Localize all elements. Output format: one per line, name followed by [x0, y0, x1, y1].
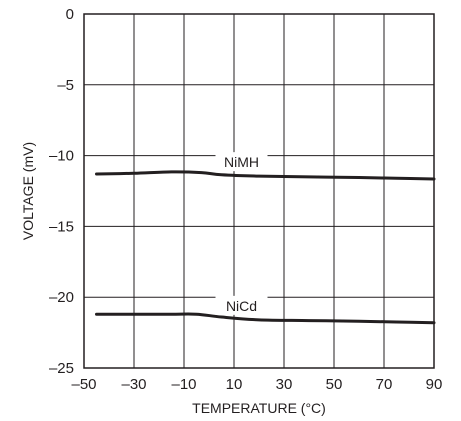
series-labels: NiMH NiCd	[215, 152, 268, 315]
series-line-nimh	[95, 170, 436, 181]
series-label-nicd: NiCd	[226, 298, 257, 314]
x-tick-labels: –50 –30 –10 10 30 50 70 90	[71, 376, 442, 393]
series-label-background	[215, 295, 268, 315]
y-tick-label: –10	[49, 148, 74, 165]
y-tick-label: –15	[49, 218, 74, 235]
x-tick-label: –50	[71, 376, 96, 393]
y-tick-label: –20	[49, 289, 74, 306]
series-label-background	[215, 152, 268, 172]
plot-frame	[83, 13, 435, 369]
x-tick-label: 50	[326, 376, 343, 393]
x-tick-label: 70	[376, 376, 393, 393]
x-tick-label: 90	[426, 376, 443, 393]
series-label-nimh: NiMH	[224, 154, 259, 170]
x-axis-title: TEMPERATURE (°C)	[192, 400, 326, 416]
x-tick-label: –30	[121, 376, 146, 393]
x-tick-label: –10	[171, 376, 196, 393]
grid	[84, 14, 434, 368]
y-tick-labels: 0 –5 –10 –15 –20 –25	[49, 6, 74, 377]
y-axis-title: VOLTAGE (mV)	[20, 142, 36, 240]
y-tick-label: –5	[57, 77, 74, 94]
x-tick-label: 30	[276, 376, 293, 393]
y-tick-label: –25	[49, 360, 74, 377]
series-group	[95, 170, 436, 325]
y-tick-label: 0	[66, 6, 74, 23]
x-tick-label: 10	[226, 376, 243, 393]
series-line-nicd	[95, 312, 436, 325]
